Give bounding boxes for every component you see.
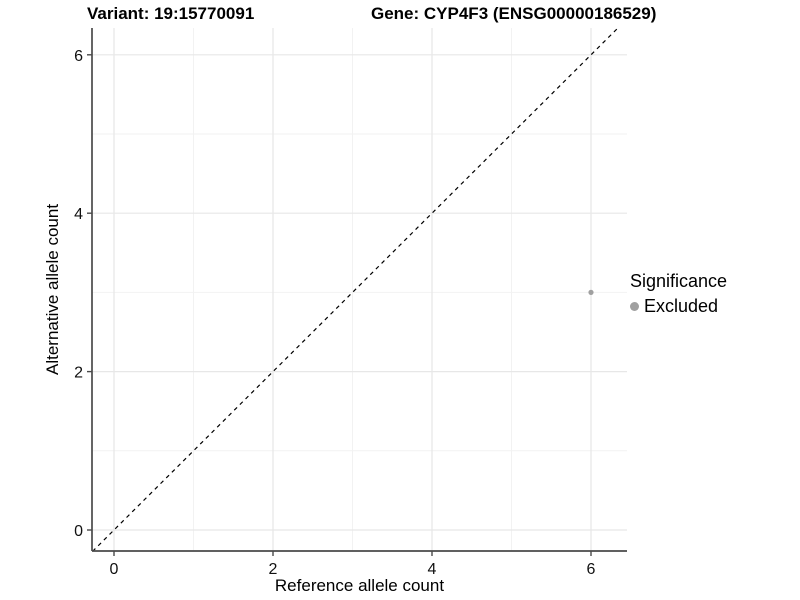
legend-entry-label: Excluded xyxy=(644,296,719,316)
y-tick-label: 4 xyxy=(74,206,83,223)
legend-entry: Excluded xyxy=(630,297,727,315)
data-point xyxy=(588,289,594,295)
legend: Significance Excluded xyxy=(630,272,727,315)
legend-point-icon xyxy=(630,301,639,311)
x-axis-title: Reference allele count xyxy=(274,576,445,595)
legend-title: Significance xyxy=(630,271,728,291)
y-tick-label: 2 xyxy=(74,365,83,382)
gene-title: Gene: CYP4F3 (ENSG00000186529) xyxy=(371,4,657,23)
y-tick-label: 0 xyxy=(74,523,83,540)
x-tick-label: 2 xyxy=(269,561,278,578)
identity-line xyxy=(92,27,619,552)
x-tick-label: 0 xyxy=(110,561,119,578)
x-tick-label: 4 xyxy=(428,561,437,578)
variant-title: Variant: 19:15770091 xyxy=(87,4,255,23)
y-tick-label: 6 xyxy=(74,48,83,65)
y-axis-title: Alternative allele count xyxy=(43,203,62,376)
x-tick-label: 6 xyxy=(587,561,596,578)
